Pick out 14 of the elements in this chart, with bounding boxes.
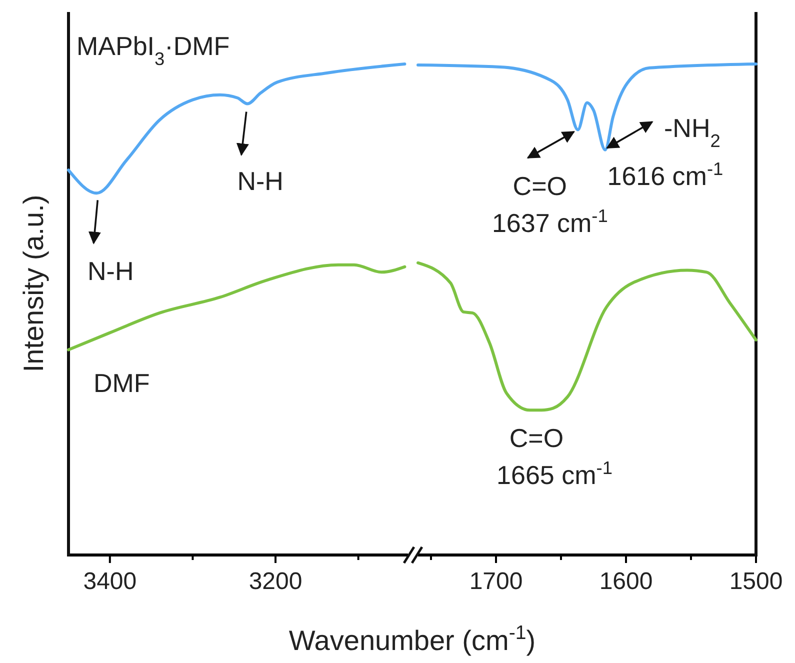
series-label: DMF — [94, 368, 150, 398]
series-label: MAPbI$_{3}$·DMF — [76, 31, 230, 70]
x-tick-label: 1600 — [599, 568, 653, 596]
x-axis-title: Wavenumber (cm$^{-1}$) — [288, 622, 536, 656]
annotation: N-H — [237, 166, 284, 196]
y-axis-title: Intensity (a.u.) — [18, 194, 49, 372]
annotation: -NH$_{2}$ 1616 cm$^{-1}$ — [607, 112, 724, 191]
annotation: C=O 1665 cm$^{-1}$ — [496, 423, 612, 490]
x-tick-label: 1700 — [469, 568, 523, 596]
annotation: C=O 1637 cm$^{-1}$ — [492, 170, 608, 238]
annotation: N-H — [88, 256, 134, 286]
x-tick-label: 3200 — [248, 568, 302, 596]
x-tick-label: 3400 — [83, 568, 137, 596]
x-tick-label: 1500 — [729, 568, 783, 596]
